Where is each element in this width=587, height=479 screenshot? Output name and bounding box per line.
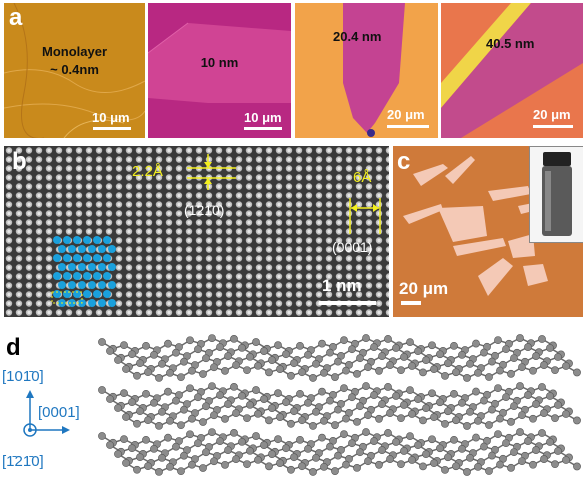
axis-label-1010: [101̄0] bbox=[2, 368, 44, 385]
panel-a-afm-4: 40.5 nm 20 μm bbox=[441, 3, 583, 138]
scale-bar-label: 20 μm bbox=[399, 279, 449, 298]
scale-bar-label: 10 μm bbox=[244, 110, 282, 125]
direction-label-1210: (1̄21̄0) bbox=[184, 202, 225, 218]
scale-bar-label: 1 nm bbox=[322, 276, 362, 295]
scale-bar bbox=[244, 127, 282, 130]
stem-image bbox=[4, 146, 389, 317]
afm-label-10nm: 10 nm bbox=[200, 55, 239, 70]
coordinate-axes bbox=[23, 390, 70, 437]
afm-image-10nm bbox=[148, 3, 291, 138]
panel-a-afm-1: a Monolayer ~ 0.4nm 10 μm bbox=[4, 3, 145, 138]
vial-inset bbox=[529, 146, 583, 243]
afm-image-monolayer bbox=[4, 3, 145, 138]
scale-bar-label: 20 μm bbox=[533, 107, 571, 122]
panel-letter-a: a bbox=[9, 4, 23, 31]
afm-image-40nm bbox=[441, 3, 583, 138]
axis-label-0001: [0001] bbox=[38, 404, 80, 421]
vial-photo bbox=[530, 147, 583, 242]
distance-label-6A: 6Å bbox=[353, 169, 372, 186]
direction-label-0001: (0001) bbox=[332, 239, 373, 255]
panel-b-stem: b 2.2Å (1̄21̄0) 6Å (0001) 1 nm bbox=[4, 146, 389, 317]
afm-label-monolayer: Monolayer bbox=[41, 44, 107, 59]
scale-bar bbox=[533, 125, 573, 128]
scale-bar bbox=[387, 125, 429, 128]
panel-letter-c: c bbox=[397, 148, 411, 175]
afm-label-40nm: 40.5 nm bbox=[486, 36, 535, 51]
axis-label-1210: [1̄21̄0] bbox=[2, 453, 44, 470]
afm-image-20nm bbox=[295, 3, 438, 138]
distance-label-2.2A: 2.2Å bbox=[132, 163, 163, 180]
panel-a-afm-3: 20.4 nm 20 μm bbox=[295, 3, 438, 138]
afm-label-20nm: 20.4 nm bbox=[333, 29, 382, 44]
scale-bar bbox=[93, 127, 131, 130]
panel-c-optical: c 20 μm bbox=[393, 146, 583, 317]
crystal-structure-model bbox=[98, 334, 581, 476]
panel-a-afm-2: 10 nm 10 μm bbox=[148, 3, 291, 138]
scale-bar-label: 10 μm bbox=[92, 110, 130, 125]
scale-bar-label: 20 μm bbox=[387, 107, 425, 122]
afm-label-thickness: ~ 0.4nm bbox=[50, 62, 99, 77]
panel-letter-d: d bbox=[6, 334, 21, 361]
scale-bar bbox=[401, 301, 421, 305]
panel-letter-b: b bbox=[12, 148, 27, 175]
